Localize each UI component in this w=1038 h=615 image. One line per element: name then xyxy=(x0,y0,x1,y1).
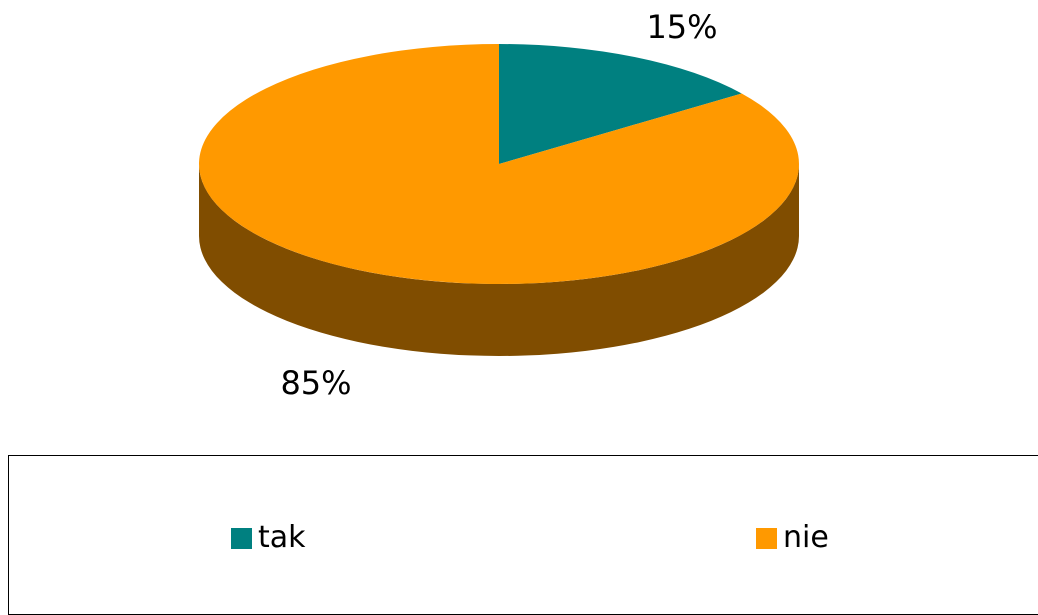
slice-side-nie xyxy=(199,164,799,356)
pie-chart: 15% 85% xyxy=(199,8,799,402)
pie-chart-svg: 15% 85% xyxy=(199,8,799,402)
legend-item-nie: nie xyxy=(756,523,829,553)
legend-label-tak: tak xyxy=(258,520,306,555)
data-label-tak: 15% xyxy=(646,8,717,46)
legend-label-nie: nie xyxy=(783,520,829,555)
slice-nie xyxy=(199,44,799,284)
chart-legend: tak nie xyxy=(8,455,1038,615)
legend-item-tak: tak xyxy=(231,523,306,553)
slice-tak xyxy=(499,44,742,164)
legend-swatch-tak xyxy=(231,527,252,549)
legend-swatch-nie xyxy=(756,527,777,549)
data-label-nie: 85% xyxy=(280,364,351,402)
